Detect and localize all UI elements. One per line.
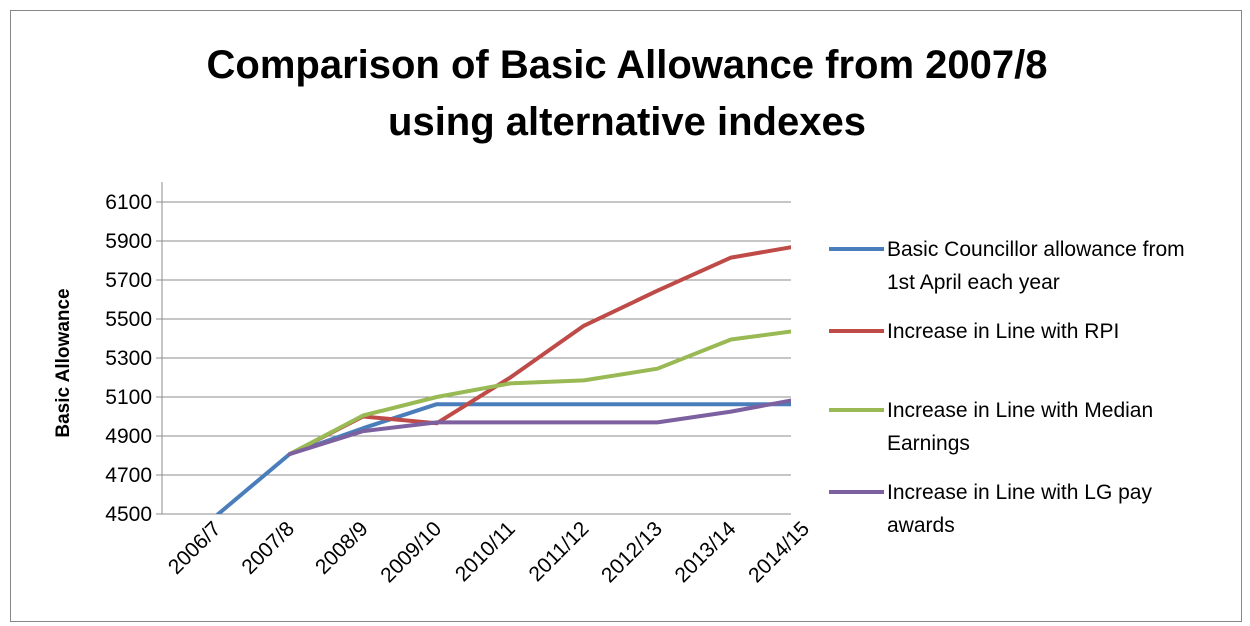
y-axis-label-group: Basic Allowance: [53, 288, 74, 437]
x-tick-label: 2011/12: [525, 517, 594, 586]
legend-label: awards: [887, 514, 955, 537]
x-tick-label: 2008/9: [311, 517, 373, 579]
x-tick-label: 2007/8: [237, 517, 299, 579]
legend-label: Increase in Line with RPI: [887, 320, 1119, 343]
legend-item: Increase in Line with Median Earnings: [829, 399, 1153, 455]
axes: [161, 182, 791, 515]
y-tick-label: 4900: [105, 425, 152, 448]
y-tick-label: 5100: [105, 386, 152, 409]
legend-item: Basic Councillor allowance from 1st April…: [829, 238, 1185, 294]
legend-item: Increase in Line with RPI: [829, 320, 1119, 343]
series-line: [287, 398, 791, 457]
legend: Basic Councillor allowance from 1st April…: [829, 238, 1185, 537]
chart-frame: Comparison of Basic Allowance from 2007/…: [10, 10, 1242, 622]
y-tick-label: 5300: [105, 347, 152, 370]
y-tick-label: 5500: [105, 308, 152, 331]
x-tick-label: 2006/7: [164, 517, 226, 579]
chart-title: Comparison of Basic Allowance from 2007/…: [207, 43, 1048, 144]
y-axis-label: Basic Allowance: [53, 288, 74, 437]
y-tick-label: 5700: [105, 269, 152, 292]
y-tick-label: 4500: [105, 503, 152, 526]
x-tick-label: 2010/11: [451, 517, 520, 586]
legend-label: 1st April each year: [887, 271, 1060, 294]
series-line: [287, 245, 791, 457]
series-lines: [215, 245, 791, 514]
y-tick-label: 4700: [105, 464, 152, 487]
series-line: [287, 329, 791, 457]
y-tick-label: 5900: [105, 230, 152, 253]
x-tick-labels: 2006/7 2007/8 2008/9 2009/10 2010/11 2011/12 2…: [164, 517, 814, 587]
legend-label: Earnings: [887, 432, 970, 455]
legend-item: Increase in Line with LG pay awards: [829, 481, 1152, 537]
chart-title-line: using alternative indexes: [388, 100, 866, 144]
x-tick-label: 2012/13: [597, 517, 667, 587]
legend-label: Basic Councillor allowance from: [887, 238, 1185, 261]
y-tick-labels: 4500 4700 4900 5100 5300 5500 5700 5900 6100: [105, 191, 152, 526]
y-tick-label: 6100: [105, 191, 152, 214]
line-chart: Comparison of Basic Allowance from 2007/…: [53, 43, 1185, 587]
chart-title-line: Comparison of Basic Allowance from 2007/…: [207, 43, 1048, 87]
x-tick-label: 2013/14: [671, 517, 741, 587]
legend-label: Increase in Line with Median: [887, 399, 1153, 422]
x-tick-label: 2009/10: [376, 517, 446, 587]
gridlines: [156, 201, 791, 515]
legend-label: Increase in Line with LG pay: [887, 481, 1152, 504]
x-tick-label: 2014/15: [744, 517, 814, 587]
